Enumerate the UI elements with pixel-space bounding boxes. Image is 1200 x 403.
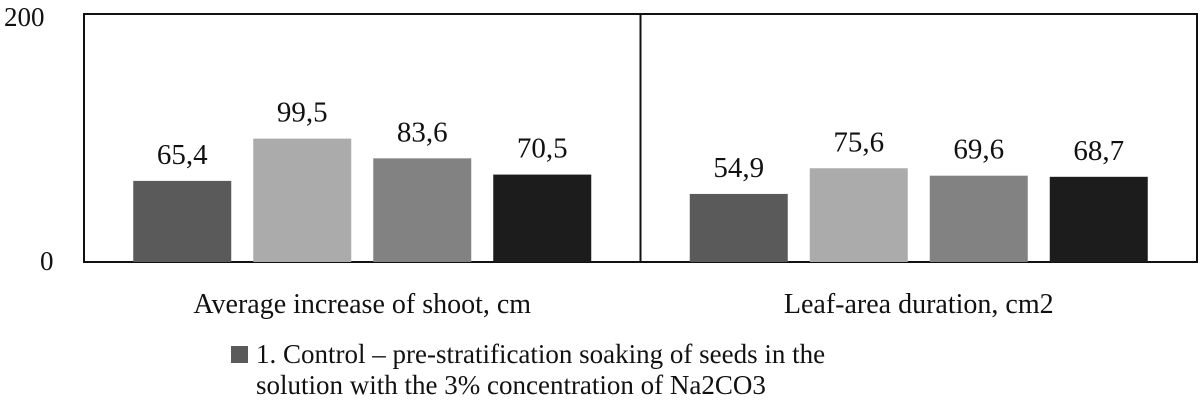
data-label-series-1-category-1: 65,4	[157, 139, 208, 171]
data-label-series-2-category-1: 99,5	[277, 97, 328, 129]
data-labels: 65,4 99,5 83,6 70,5 54,9 75,6 69,6 68,7	[157, 97, 1124, 184]
data-label-series-2-category-2: 75,6	[833, 126, 884, 158]
category-label-average-increase-of-shoot: Average increase of shoot, cm	[193, 289, 531, 320]
category-label-leaf-area-duration: Leaf-area duration, cm2	[784, 289, 1054, 320]
data-label-series-4-category-2: 68,7	[1073, 135, 1124, 167]
bar-series-4-category-1	[493, 174, 592, 262]
y-tick-label-200: 200	[4, 2, 45, 32]
bar-series-3-category-2	[929, 175, 1028, 262]
legend-label-line-2: solution with the 3% concentration of Na…	[256, 370, 766, 400]
bar-series-3-category-1	[373, 158, 472, 262]
bar-series-2-category-1	[253, 138, 352, 262]
legend-label-line-1: 1. Control – pre-stratification soaking …	[256, 339, 825, 369]
bar-series-2-category-2	[809, 168, 908, 262]
bar-series-1-category-2	[689, 193, 788, 262]
bars	[133, 138, 1148, 262]
data-label-series-3-category-1: 83,6	[397, 116, 448, 148]
legend-swatch-control	[231, 346, 248, 363]
data-label-series-4-category-1: 70,5	[517, 133, 568, 165]
y-tick-label-0: 0	[40, 246, 54, 276]
bar-series-4-category-2	[1049, 176, 1148, 262]
data-label-series-1-category-2: 54,9	[713, 152, 764, 184]
data-label-series-3-category-2: 69,6	[953, 134, 1004, 166]
bar-series-1-category-1	[133, 180, 232, 262]
